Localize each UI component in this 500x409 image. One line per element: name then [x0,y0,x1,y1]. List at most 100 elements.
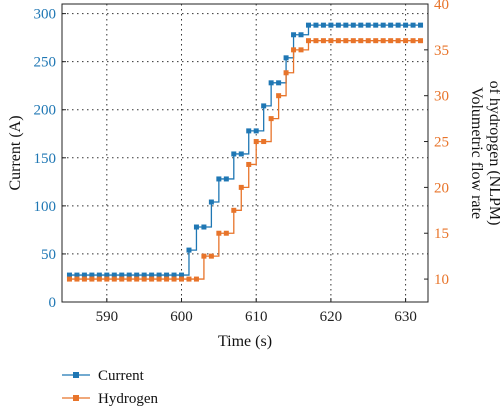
data-point-current [313,22,319,28]
data-point-hydrogen [149,276,155,282]
data-point-hydrogen [358,38,364,44]
data-point-hydrogen [283,70,289,76]
data-point-current [81,272,87,278]
data-point-current [96,272,102,278]
data-point-hydrogen [126,276,132,282]
data-point-current [66,272,72,278]
y-left-tick-label: 250 [34,55,57,71]
data-point-current [179,272,185,278]
data-point-current [238,151,244,157]
y-left-tick-label: 50 [41,247,56,263]
data-point-hydrogen [291,47,297,53]
x-axis-ticks: 590 600 610 620 630 [96,298,417,325]
data-point-hydrogen [193,276,199,282]
data-point-hydrogen [81,276,87,282]
data-point-hydrogen [365,38,371,44]
data-point-current [395,22,401,28]
data-point-hydrogen [208,253,214,259]
data-point-hydrogen [134,276,140,282]
data-point-hydrogen [320,38,326,44]
data-point-hydrogen [343,38,349,44]
data-point-hydrogen [298,47,304,53]
data-point-current [223,176,229,182]
data-point-current [246,128,252,134]
data-point-current [208,199,214,205]
data-point-current [216,176,222,182]
legend-label-hydrogen: Hydrogen [98,391,158,407]
data-point-current [358,22,364,28]
data-point-current [320,22,326,28]
y-left-tick-label: 300 [34,7,57,23]
data-point-current [418,22,424,28]
data-point-hydrogen [74,276,80,282]
series-line-current [69,24,421,276]
x-tick-label: 630 [394,309,417,325]
x-axis-title: Time (s) [218,333,272,350]
data-point-hydrogen [201,253,207,259]
data-point-hydrogen [305,38,311,44]
data-point-hydrogen [268,116,274,122]
y-axis-left-title: Current (A) [7,115,24,190]
data-point-hydrogen [403,38,409,44]
data-point-hydrogen [238,184,244,190]
data-point-current [261,103,267,109]
legend-marker-current [73,372,79,378]
data-point-hydrogen [395,38,401,44]
data-point-current [104,272,110,278]
y-right-tick-label: 25 [434,135,449,151]
data-point-hydrogen [410,38,416,44]
data-point-current [276,80,282,86]
data-point-hydrogen [179,276,185,282]
y-right-tick-label: 10 [434,272,449,288]
data-point-current [403,22,409,28]
data-point-current [268,80,274,86]
data-point-current [156,272,162,278]
legend-entry-current: Current [62,368,145,384]
y-left-tick-label: 0 [49,295,57,311]
data-point-hydrogen [66,276,72,282]
data-point-hydrogen [111,276,117,282]
x-tick-label: 620 [320,309,343,325]
data-point-hydrogen [89,276,95,282]
data-point-current [335,22,341,28]
y-axis-left-ticks: 0 50 100 150 200 250 300 [34,7,66,311]
data-point-current [186,247,192,253]
data-point-current [253,128,259,134]
y-right-tick-label: 35 [434,43,449,59]
data-point-hydrogen [418,38,424,44]
data-point-current [380,22,386,28]
data-point-current [328,22,334,28]
data-point-hydrogen [104,276,110,282]
y-right-tick-label: 20 [434,180,449,196]
data-point-hydrogen [171,276,177,282]
data-point-current [193,224,199,230]
data-point-current [74,272,80,278]
data-point-hydrogen [350,38,356,44]
plot-frame [61,3,429,303]
data-point-hydrogen [328,38,334,44]
data-point-current [141,272,147,278]
data-point-hydrogen [164,276,170,282]
y-right-tick-label: 40 [434,0,449,13]
data-point-current [283,55,289,61]
grid-lines [62,4,428,303]
x-tick-label: 600 [170,309,193,325]
data-point-hydrogen [380,38,386,44]
y-axis-right-title-line-1: Volumetric flow rate [468,87,485,219]
data-point-hydrogen [156,276,162,282]
data-point-hydrogen [335,38,341,44]
data-point-hydrogen [231,207,237,213]
data-point-current [171,272,177,278]
data-point-current [119,272,125,278]
data-point-hydrogen [223,230,229,236]
series-line-hydrogen [69,40,421,280]
data-point-current [305,22,311,28]
data-point-hydrogen [253,139,259,145]
y-right-tick-label: 15 [434,226,449,242]
data-point-current [298,32,304,38]
y-axis-right-ticks: 10 15 20 25 30 35 40 [424,0,449,288]
data-point-hydrogen [246,161,252,167]
x-tick-label: 590 [96,309,119,325]
data-point-current [111,272,117,278]
